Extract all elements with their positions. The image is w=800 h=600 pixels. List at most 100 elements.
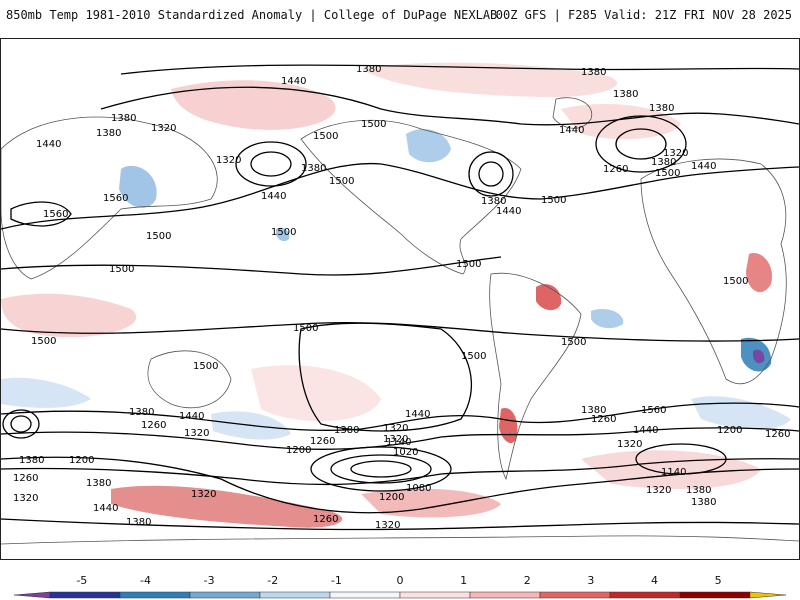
colorbar-legend: -5 -4 -3 -2 -1 0 1 2 3 4 5 — [0, 566, 800, 600]
contour-label: 1200 — [717, 425, 742, 436]
height-contours — [1, 64, 799, 531]
contour-label: 1320 — [375, 520, 400, 531]
contour-label: 1380 — [111, 113, 136, 124]
colorbar: -5 -4 -3 -2 -1 0 1 2 3 4 5 — [13, 574, 787, 599]
low-center-south-pacific-2 — [330, 454, 432, 484]
contour-label: 1440 — [281, 76, 306, 87]
colorbar-bin — [329, 591, 401, 599]
warm-anomaly-south-america — [536, 284, 562, 311]
contour-1380-north — [120, 64, 799, 75]
colorbar-bin — [49, 591, 121, 599]
contour-label: 1500 — [293, 323, 318, 334]
contour-1500-north — [1, 162, 799, 230]
contour-label: 1200 — [379, 492, 404, 503]
contour-label: 1320 — [184, 428, 209, 439]
colorbar-bin — [749, 591, 787, 599]
contour-label: 1260 — [603, 164, 628, 175]
colorbar-tick-label: -5 — [76, 574, 87, 587]
map-panel: 1380 1380 1440 1380 1380 1320 1440 1320 … — [0, 38, 800, 560]
warm-anomaly-arctic — [361, 62, 618, 98]
contour-label: 1320 — [646, 485, 671, 496]
contour-label: 1500 — [313, 131, 338, 142]
continents — [1, 97, 799, 545]
contour-1380-south — [1, 402, 799, 431]
contour-label: 1380 — [581, 405, 606, 416]
colorbar-bin — [13, 591, 51, 599]
cold-anomaly-asia — [119, 165, 157, 208]
colorbar-bin — [679, 591, 751, 599]
colorbar-bin — [469, 591, 541, 599]
contour-label: 1440 — [93, 503, 118, 514]
contour-label: 1500 — [193, 361, 218, 372]
contour-label: 1500 — [723, 276, 748, 287]
contour-label: 1440 — [405, 409, 430, 420]
greenland-outline — [552, 97, 593, 129]
colorbar-bin — [539, 591, 611, 599]
warm-anomaly-east-africa — [746, 253, 772, 293]
contour-label: 1560 — [43, 209, 68, 220]
contour-label: 1500 — [456, 259, 481, 270]
contour-label: 1380 — [126, 517, 151, 528]
contour-label: 1260 — [141, 420, 166, 431]
colorbar-bin — [609, 591, 681, 599]
contour-label: 1380 — [19, 455, 44, 466]
contour-label: 1320 — [383, 434, 408, 445]
warm-anomaly-south-pacific — [251, 365, 381, 422]
low-center-europe-2 — [615, 128, 667, 160]
colorbar-bin — [189, 591, 261, 599]
colorbar-bins — [13, 591, 787, 599]
contour-label: 1440 — [179, 411, 204, 422]
south-america-outline — [489, 272, 582, 481]
contour-1320-antarctic — [1, 518, 799, 531]
cold-anomaly-north-america — [406, 129, 451, 163]
cold-anomaly-south-indian — [691, 396, 791, 430]
contour-label: 1380 — [129, 407, 154, 418]
contour-label: 1500 — [541, 195, 566, 206]
north-america-outline — [300, 119, 522, 275]
contour-label: 1500 — [109, 264, 134, 275]
colorbar-tick-label: -1 — [331, 574, 342, 587]
contour-label: 1320 — [663, 148, 688, 159]
contour-label: 1320 — [617, 439, 642, 450]
colorbar-tick-label: 1 — [460, 574, 467, 587]
contour-label: 1380 — [481, 196, 506, 207]
contour-label: 1020 — [393, 447, 418, 458]
contour-label: 1440 — [559, 125, 584, 136]
contour-1440-north — [100, 86, 799, 126]
low-center-north-pacific-2 — [250, 151, 292, 177]
low-center-north-pacific-1 — [235, 141, 307, 187]
colorbar-tick-label: 0 — [397, 574, 404, 587]
contour-labels: 1380 1380 1440 1380 1380 1320 1440 1320 … — [13, 64, 790, 531]
contour-label: 1320 — [13, 493, 38, 504]
warm-anomaly-southern-ocean — [111, 485, 343, 528]
contour-label: 1500 — [329, 176, 354, 187]
europe-africa-outline — [640, 158, 787, 385]
contour-label: 1260 — [313, 514, 338, 525]
contour-1500-tropic-south — [1, 321, 799, 342]
contour-label: 1380 — [613, 89, 638, 100]
low-center-southwest-indian-1 — [2, 409, 40, 439]
contour-label: 1500 — [461, 351, 486, 362]
contour-label: 1500 — [271, 227, 296, 238]
low-center-hudson-1 — [468, 151, 514, 197]
contour-label: 1380 — [301, 163, 326, 174]
contour-label: 1380 — [96, 128, 121, 139]
weather-map: 1380 1380 1440 1380 1380 1320 1440 1320 … — [1, 62, 799, 545]
contour-label: 1380 — [581, 67, 606, 78]
contour-1320-south — [1, 427, 799, 450]
contour-label: 1320 — [191, 489, 216, 500]
contour-label: 1440 — [633, 425, 658, 436]
colorbar-ticks: -5 -4 -3 -2 -1 0 1 2 3 4 5 — [76, 574, 721, 587]
contour-1260-south — [1, 458, 799, 486]
asia-outline — [1, 116, 218, 280]
cold-anomaly-south-atlantic — [591, 308, 624, 329]
low-center-hudson-2 — [478, 161, 504, 187]
australia-outline — [147, 350, 232, 409]
colorbar-tick-label: -4 — [140, 574, 151, 587]
map-title: 850mb Temp 1981-2010 Standardized Anomal… — [6, 8, 498, 22]
warm-anomaly-patagonia — [499, 408, 518, 444]
colorbar-tick-label: 5 — [715, 574, 722, 587]
contour-label: 1500 — [655, 168, 680, 179]
contour-label: 1380 — [334, 425, 359, 436]
cold-anomaly-indian-west — [1, 377, 91, 408]
